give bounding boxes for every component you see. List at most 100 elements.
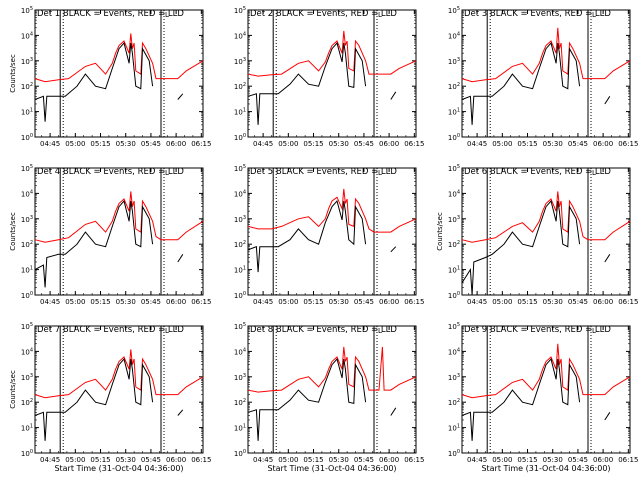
panel-title: Det 1 BLACK = Events, RED = LLD	[37, 9, 184, 19]
plot-frame	[461, 9, 631, 138]
x-tick-label: 04:45	[253, 298, 273, 306]
detector-panel-7: 100 101 102 103 104 105 04:45 05:00 05:15 05:30 05…	[9, 322, 211, 473]
y-tick-label: 101	[234, 424, 246, 433]
x-tick-label: 05:15	[303, 456, 323, 464]
series-line-2	[461, 41, 581, 125]
marker-label: L	[165, 11, 169, 19]
x-tick-label: 06:15	[191, 140, 211, 148]
series-line-2	[461, 357, 581, 441]
series-line-1	[461, 343, 631, 399]
x-tick-label: 05:15	[303, 298, 323, 306]
series-line-1	[247, 346, 417, 393]
x-tick-label: 06:15	[191, 456, 211, 464]
x-tick-label: 06:15	[404, 298, 424, 306]
y-tick-label: 100	[21, 133, 33, 142]
plot-frame	[34, 167, 204, 296]
y-tick-label: 102	[234, 240, 246, 249]
x-tick-label: 06:00	[593, 456, 613, 464]
x-tick-label: 05:15	[517, 298, 537, 306]
y-tick-label: 104	[448, 31, 460, 40]
y-tick-label: 101	[21, 108, 33, 117]
x-tick-label: 05:00	[278, 298, 298, 306]
panel-title: Det 7 BLACK = Events, RED = LLD	[37, 325, 184, 335]
detector-panel-8: 100 101 102 103 104 105 04:45 05:00 05:15 05:30 05…	[234, 322, 425, 473]
y-tick-label: 100	[234, 133, 246, 142]
y-tick-label: 105	[448, 164, 460, 173]
x-tick-label: 06:00	[379, 140, 399, 148]
y-axis-label: Counts/sec	[9, 212, 17, 251]
x-tick-label: 05:45	[354, 298, 374, 306]
y-tick-label: 104	[234, 189, 246, 198]
x-tick-label: 05:45	[354, 140, 374, 148]
detector-panel-4: 100 101 102 103 104 105 04:45 05:00 05:15 05:30 05…	[9, 164, 211, 306]
y-tick-label: 103	[21, 373, 33, 382]
y-tick-label: 101	[21, 266, 33, 275]
marker-label: L	[378, 11, 382, 19]
series-line-2	[34, 41, 154, 122]
y-tick-label: 102	[21, 82, 33, 91]
x-tick-label: 05:00	[65, 140, 85, 148]
y-tick-label: 103	[21, 57, 33, 66]
panel-title: Det 4 BLACK = Events, RED = LLD	[37, 167, 184, 177]
y-tick-label: 105	[448, 6, 460, 15]
y-axis-label: Counts/sec	[9, 370, 17, 409]
detector-panel-3: 100 101 102 103 104 105 04:45 05:00 05:15 05:30 05…	[448, 6, 639, 148]
series-line-1	[34, 191, 204, 243]
series-line-3	[604, 96, 611, 105]
y-tick-label: 105	[448, 322, 460, 331]
x-tick-label: 05:45	[141, 456, 161, 464]
x-tick-label: 04:45	[467, 456, 487, 464]
x-tick-label: 05:30	[329, 140, 349, 148]
y-tick-label: 102	[234, 82, 246, 91]
detector-panel-1: 100 101 102 103 104 105 04:45 05:00 05:15 05:30 05…	[9, 6, 211, 148]
x-tick-label: 05:30	[543, 298, 563, 306]
panel-title: Det 5 BLACK = Events, RED = LLD	[250, 167, 397, 177]
x-tick-label: 04:45	[253, 140, 273, 148]
y-tick-label: 104	[448, 347, 460, 356]
x-tick-label: 06:15	[404, 456, 424, 464]
marker-label: L	[165, 169, 169, 177]
x-tick-label: 05:30	[116, 298, 136, 306]
panel-title: Det 8 BLACK = Events, RED = LLD	[250, 325, 397, 335]
y-tick-label: 101	[21, 424, 33, 433]
x-tick-label: 05:00	[65, 456, 85, 464]
x-tick-label: 05:00	[492, 298, 512, 306]
y-tick-label: 105	[21, 6, 33, 15]
x-tick-label: 05:45	[354, 456, 374, 464]
y-tick-label: 101	[234, 108, 246, 117]
y-tick-label: 104	[21, 189, 33, 198]
y-tick-label: 102	[21, 240, 33, 249]
marker-label: L	[592, 327, 596, 335]
marker-label: L	[592, 169, 596, 177]
marker-label: L	[378, 327, 382, 335]
y-tick-label: 103	[448, 373, 460, 382]
series-line-1	[247, 30, 417, 77]
y-tick-label: 105	[234, 6, 246, 15]
x-tick-label: 05:00	[492, 140, 512, 148]
series-line-2	[34, 357, 154, 441]
series-line-2	[247, 199, 367, 273]
y-tick-label: 105	[21, 164, 33, 173]
series-line-3	[604, 412, 611, 421]
x-tick-label: 05:00	[278, 456, 298, 464]
plot-frame	[461, 325, 631, 454]
detector-panel-9: 100 101 102 103 104 105 04:45 05:00 05:15 05:30 05…	[448, 322, 639, 473]
marker-label: L	[378, 169, 382, 177]
y-tick-label: 101	[234, 266, 246, 275]
y-tick-label: 101	[448, 266, 460, 275]
x-tick-label: 05:45	[141, 140, 161, 148]
x-tick-label: 05:30	[116, 140, 136, 148]
x-tick-label: 05:45	[568, 140, 588, 148]
panel-title: Det 9 BLACK = Events, RED = LLD	[464, 325, 611, 335]
y-tick-label: 105	[234, 322, 246, 331]
plot-frame	[247, 167, 417, 296]
x-tick-label: 05:45	[141, 298, 161, 306]
series-line-1	[247, 188, 417, 233]
x-tick-label: 06:00	[166, 140, 186, 148]
x-tick-label: 06:00	[593, 298, 613, 306]
x-tick-label: 05:45	[568, 298, 588, 306]
series-line-2	[34, 199, 154, 288]
y-axis-label: Counts/sec	[9, 54, 17, 93]
x-tick-label: 05:15	[90, 456, 110, 464]
x-tick-label: 06:15	[618, 456, 638, 464]
